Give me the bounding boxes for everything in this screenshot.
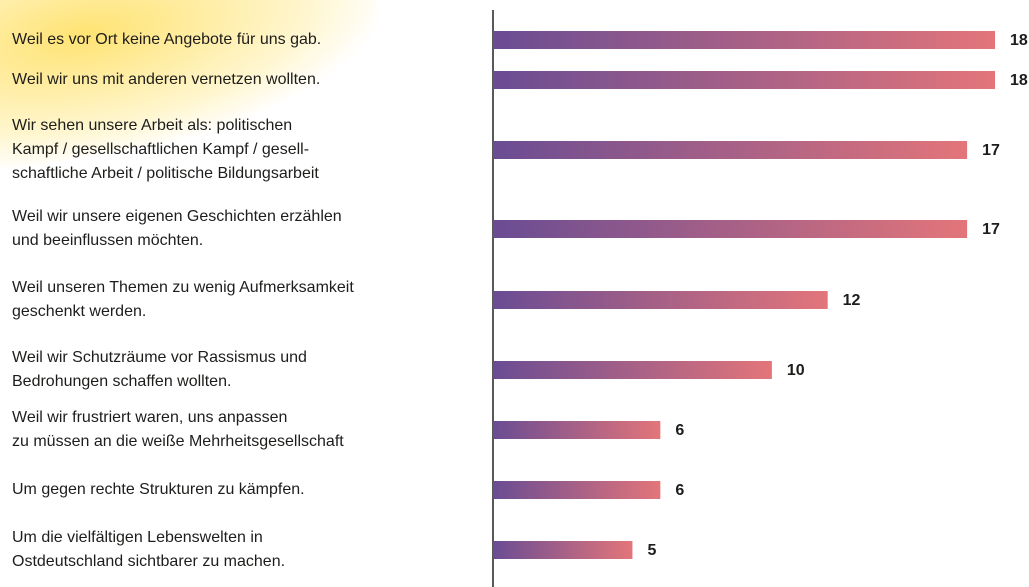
category-label: Ostdeutschland sichtbarer zu machen.	[12, 553, 285, 570]
bar	[493, 481, 660, 499]
value-label: 6	[675, 482, 684, 499]
bar	[493, 31, 995, 49]
category-label: Weil unseren Themen zu wenig Aufmerksamk…	[12, 279, 354, 296]
value-label: 18	[1010, 32, 1028, 49]
value-label: 12	[843, 292, 861, 309]
category-label: und beeinflussen möchten.	[12, 232, 203, 249]
value-label: 18	[1010, 72, 1028, 89]
bar	[493, 220, 967, 238]
value-label: 6	[675, 422, 684, 439]
bar	[493, 361, 772, 379]
category-label: zu müssen an die weiße Mehrheitsgesellsc…	[12, 433, 344, 450]
page: 18 Weil es vor Ort keine Angebote für uns…	[0, 0, 1029, 587]
category-label: Wir sehen unsere Arbeit als: politischen	[12, 117, 292, 134]
value-label: 17	[982, 142, 1000, 159]
category-label: geschenkt werden.	[12, 303, 146, 320]
category-label: Weil wir uns mit anderen vernetzen wollt…	[12, 71, 320, 88]
bar	[493, 541, 632, 559]
category-label: Weil wir frustriert waren, uns anpassen	[12, 409, 287, 426]
bar	[493, 291, 828, 309]
value-label: 5	[647, 542, 656, 559]
bar	[493, 141, 967, 159]
category-label: Weil es vor Ort keine Angebote für uns g…	[12, 31, 321, 48]
category-label: Bedrohungen schaffen wollten.	[12, 373, 231, 390]
category-label: Weil wir Schutzräume vor Rassismus und	[12, 349, 307, 366]
category-label: schaftliche Arbeit / politische Bildungs…	[12, 165, 319, 182]
bar	[493, 71, 995, 89]
category-label: Um gegen rechte Strukturen zu kämpfen.	[12, 481, 305, 498]
category-label: Um die vielfältigen Lebenswelten in	[12, 529, 263, 546]
value-label: 10	[787, 362, 805, 379]
category-label: Weil wir unsere eigenen Geschichten erzä…	[12, 208, 342, 225]
bar	[493, 421, 660, 439]
chart: 18 Weil es vor Ort keine Angebote für uns…	[0, 0, 1029, 587]
value-label: 17	[982, 221, 1000, 238]
category-label: Kampf / gesellschaftlichen Kampf / gesel…	[12, 141, 309, 158]
